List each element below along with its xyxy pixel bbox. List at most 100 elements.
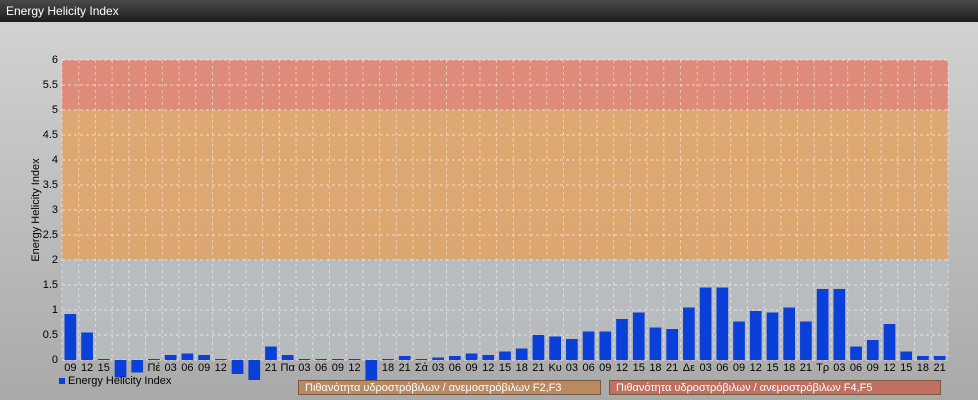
bar: [666, 329, 679, 360]
x-tick-label: 15: [766, 362, 778, 374]
x-tick-label: Κυ: [548, 362, 561, 374]
bar: [866, 340, 879, 360]
bar: [231, 360, 244, 374]
bar: [549, 336, 562, 360]
bar: [632, 312, 645, 360]
x-tick-label: 21: [532, 362, 544, 374]
y-tick-label: 0.5: [43, 329, 58, 341]
x-tick-label: 15: [98, 362, 110, 374]
bar: [432, 357, 444, 360]
x-tick-label: 18: [649, 362, 661, 374]
chart: 0 0.5 1 1.5 2 2.5 3 3.5 4 4.5 5 5.5 6 Energy Helicity…: [30, 54, 949, 387]
bar: [214, 359, 227, 360]
x-tick-label: 06: [716, 362, 728, 374]
bar: [616, 319, 628, 360]
x-tick-label: Πέ: [148, 362, 161, 374]
x-tick-label: 06: [850, 362, 862, 374]
bar: [315, 359, 327, 360]
bar: [816, 289, 829, 360]
bar: [582, 331, 595, 360]
legend-button[interactable]: Πιθανότητα υδροστρόβιλων / ανεμοστρόβιλω…: [609, 380, 941, 395]
x-tick-label: 09: [64, 362, 76, 374]
legend-button[interactable]: Πιθανότητα υδροστρόβιλων / ανεμοστρόβιλω…: [298, 380, 601, 395]
bar: [499, 351, 511, 360]
x-tick-label: 12: [883, 362, 895, 374]
x-tick-label: 18: [783, 362, 795, 374]
x-tick-label: Τρ: [816, 362, 829, 374]
y-tick-label: 4.5: [43, 129, 58, 141]
window-title: Energy Helicity Index: [0, 0, 978, 22]
bar: [566, 339, 578, 360]
bar: [766, 312, 779, 360]
x-tick-label: 21: [800, 362, 812, 374]
bar: [515, 348, 528, 360]
y-tick-label: 3: [52, 204, 58, 216]
x-tick-label: 12: [215, 362, 227, 374]
bar: [198, 355, 210, 360]
x-tick-label: 09: [332, 362, 344, 374]
x-tick-label: 21: [399, 362, 411, 374]
bar: [749, 311, 762, 360]
x-tick-label: 18: [382, 362, 394, 374]
bar: [833, 289, 846, 360]
bar: [97, 359, 110, 360]
bar: [148, 359, 160, 360]
bar: [532, 335, 545, 360]
y-axis-label: Energy Helicity Index: [30, 158, 42, 262]
bar: [382, 359, 394, 360]
y-tick-label: 2.5: [43, 229, 58, 241]
bar: [448, 356, 461, 360]
bar: [265, 346, 277, 360]
bar: [716, 287, 729, 360]
x-tick-label: 09: [733, 362, 745, 374]
y-tick-label: 5: [52, 104, 58, 116]
y-tick-label: 3.5: [43, 179, 58, 191]
bar: [131, 360, 144, 373]
bar: [800, 321, 812, 360]
y-tick-label: 2: [52, 254, 58, 266]
bar: [415, 359, 428, 360]
x-tick-label: 18: [917, 362, 929, 374]
bar: [365, 360, 378, 383]
bar: [331, 359, 344, 360]
x-tick-label: 15: [499, 362, 511, 374]
x-tick-label: 12: [750, 362, 762, 374]
bar: [883, 324, 896, 360]
x-tick-label: 12: [81, 362, 93, 374]
bar: [933, 356, 946, 360]
bar: [649, 327, 662, 360]
x-tick-label: 03: [699, 362, 711, 374]
bar: [917, 356, 929, 360]
x-tick-label: 03: [432, 362, 444, 374]
bar: [181, 353, 194, 360]
y-tick-label: 5.5: [43, 79, 58, 91]
x-tick-label: 09: [867, 362, 879, 374]
bar: [599, 331, 612, 360]
bar: [733, 321, 745, 360]
x-tick-label: 03: [566, 362, 578, 374]
bar: [398, 356, 411, 360]
x-tick-label: 09: [599, 362, 611, 374]
bar: [900, 351, 913, 360]
x-tick-label: 12: [348, 362, 360, 374]
x-tick-label: 21: [666, 362, 678, 374]
bar: [465, 353, 478, 360]
bar: [248, 360, 261, 380]
x-tick-label: 21: [265, 362, 277, 374]
x-tick-label: 06: [181, 362, 193, 374]
x-tick-label: 06: [449, 362, 461, 374]
x-tick-label: 06: [582, 362, 594, 374]
x-tick-label: 03: [298, 362, 310, 374]
bar: [783, 307, 796, 360]
x-tick-label: 09: [198, 362, 210, 374]
x-tick-label: 03: [833, 362, 845, 374]
x-tick-label: Πα: [281, 362, 296, 374]
x-tick-label: 21: [934, 362, 946, 374]
bar: [114, 360, 127, 378]
bar: [482, 355, 495, 360]
y-tick-label: 1: [52, 304, 58, 316]
y-tick-label: 1.5: [43, 279, 58, 291]
y-tick-label: 6: [52, 54, 58, 66]
bar: [683, 307, 695, 360]
